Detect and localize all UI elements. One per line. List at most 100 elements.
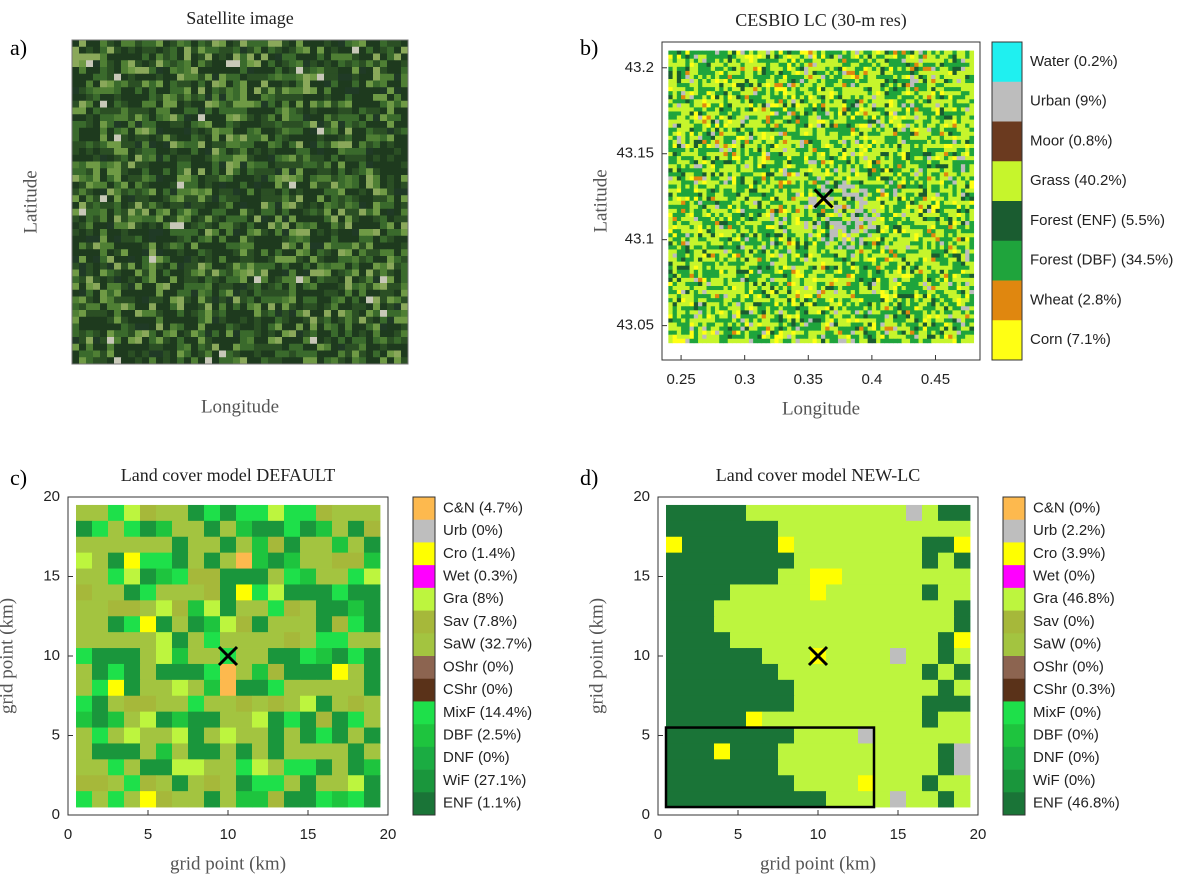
map-pixel	[834, 148, 839, 152]
map-pixel	[813, 180, 818, 184]
image-pixel	[387, 121, 395, 128]
image-pixel	[359, 162, 367, 169]
map-pixel	[719, 144, 724, 148]
image-pixel	[177, 222, 185, 229]
image-pixel	[394, 175, 402, 182]
image-pixel	[191, 101, 199, 108]
map-pixel	[813, 148, 818, 152]
map-pixel	[876, 67, 881, 71]
image-pixel	[324, 162, 332, 169]
map-pixel	[927, 59, 932, 63]
image-pixel	[373, 121, 381, 128]
image-pixel	[163, 256, 171, 263]
image-pixel	[93, 148, 101, 155]
image-pixel	[380, 330, 388, 337]
map-pixel	[719, 124, 724, 128]
image-pixel	[282, 87, 290, 94]
map-pixel	[952, 152, 957, 156]
map-pixel	[749, 176, 754, 180]
map-pixel	[859, 185, 864, 189]
map-pixel	[859, 67, 864, 71]
image-pixel	[135, 276, 143, 283]
map-pixel	[681, 189, 686, 193]
image-pixel	[310, 344, 318, 351]
image-pixel	[205, 290, 213, 297]
map-pixel	[940, 160, 945, 164]
image-pixel	[282, 94, 290, 101]
map-pixel	[969, 107, 974, 111]
image-pixel	[359, 175, 367, 182]
map-pixel	[902, 176, 907, 180]
image-pixel	[345, 270, 353, 277]
image-pixel	[135, 81, 143, 88]
map-pixel	[728, 144, 733, 148]
image-pixel	[268, 101, 276, 108]
image-pixel	[198, 324, 206, 331]
image-pixel	[93, 263, 101, 270]
image-pixel	[282, 202, 290, 209]
map-pixel	[770, 51, 775, 55]
map-pixel	[804, 83, 809, 87]
map-pixel	[914, 71, 919, 75]
map-pixel	[796, 91, 801, 95]
map-pixel	[800, 164, 805, 168]
map-pixel	[863, 87, 868, 91]
map-pixel	[681, 128, 686, 132]
map-pixel	[846, 164, 851, 168]
map-pixel	[834, 164, 839, 168]
image-pixel	[128, 222, 136, 229]
map-pixel	[931, 55, 936, 59]
image-pixel	[401, 216, 409, 223]
map-pixel	[817, 164, 822, 168]
map-pixel	[919, 75, 924, 79]
map-pixel	[885, 111, 890, 115]
image-pixel	[163, 182, 171, 189]
image-pixel	[247, 202, 255, 209]
map-pixel	[728, 91, 733, 95]
map-pixel	[749, 189, 754, 193]
image-pixel	[170, 148, 178, 155]
image-pixel	[177, 182, 185, 189]
image-pixel	[135, 297, 143, 304]
image-pixel	[317, 81, 325, 88]
map-pixel	[821, 156, 826, 160]
image-pixel	[268, 162, 276, 169]
map-pixel	[813, 79, 818, 83]
map-pixel	[944, 95, 949, 99]
image-pixel	[331, 67, 339, 74]
image-pixel	[380, 229, 388, 236]
map-pixel	[906, 140, 911, 144]
map-pixel	[668, 120, 673, 124]
image-pixel	[128, 249, 136, 256]
image-pixel	[72, 344, 80, 351]
map-pixel	[825, 91, 830, 95]
image-pixel	[142, 270, 150, 277]
image-pixel	[401, 256, 409, 263]
image-pixel	[352, 54, 360, 61]
map-pixel	[885, 83, 890, 87]
map-pixel	[690, 91, 695, 95]
map-pixel	[885, 197, 890, 201]
map-pixel	[969, 197, 974, 201]
map-pixel	[681, 120, 686, 124]
image-pixel	[205, 162, 213, 169]
map-pixel	[702, 103, 707, 107]
image-pixel	[338, 114, 346, 121]
image-pixel	[205, 182, 213, 189]
map-pixel	[736, 91, 741, 95]
map-pixel	[923, 124, 928, 128]
map-pixel	[800, 144, 805, 148]
map-pixel	[711, 185, 716, 189]
image-pixel	[261, 162, 269, 169]
map-pixel	[796, 136, 801, 140]
map-pixel	[779, 136, 784, 140]
map-pixel	[838, 136, 843, 140]
image-pixel	[268, 344, 276, 351]
image-pixel	[156, 141, 164, 148]
map-pixel	[902, 136, 907, 140]
map-pixel	[944, 107, 949, 111]
image-pixel	[331, 290, 339, 297]
map-pixel	[889, 79, 894, 83]
map-pixel	[804, 59, 809, 63]
image-pixel	[261, 94, 269, 101]
